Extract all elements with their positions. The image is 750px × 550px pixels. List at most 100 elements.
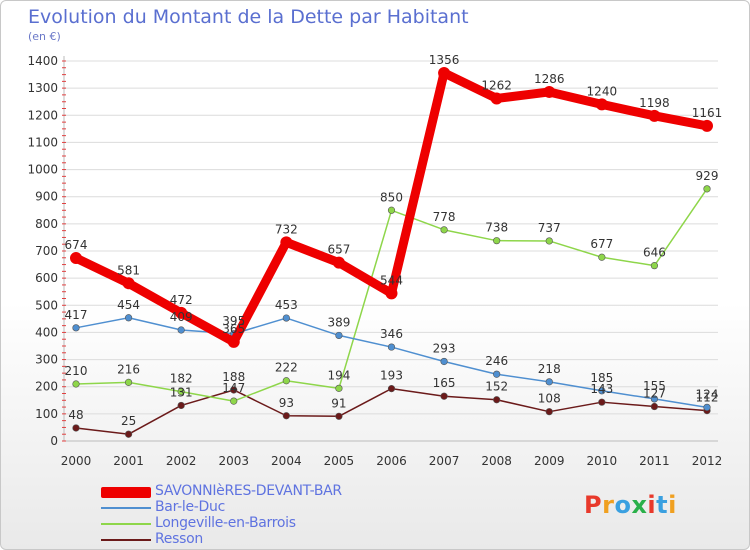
data-label: 732 bbox=[275, 222, 298, 236]
data-label: 193 bbox=[380, 369, 403, 383]
y-tick-label: 0 bbox=[50, 434, 58, 448]
data-label: 1356 bbox=[429, 53, 460, 67]
data-label: 131 bbox=[170, 385, 193, 399]
data-label: 544 bbox=[380, 273, 403, 287]
data-label: 93 bbox=[279, 396, 294, 410]
data-point bbox=[335, 384, 343, 392]
logo-letter: i bbox=[647, 491, 657, 519]
data-point bbox=[648, 109, 661, 122]
data-label: 147 bbox=[222, 381, 245, 395]
data-label: 738 bbox=[485, 221, 508, 235]
y-tick-label: 1000 bbox=[27, 163, 58, 177]
y-tick-label: 200 bbox=[35, 380, 58, 394]
data-point bbox=[177, 388, 185, 396]
y-tick-label: 1300 bbox=[27, 81, 58, 95]
data-point bbox=[387, 343, 396, 351]
data-point bbox=[650, 262, 659, 270]
data-point bbox=[440, 392, 448, 400]
legend-swatch bbox=[101, 487, 151, 498]
legend-label: SAVONNIèRES-DEVANT-BAR bbox=[155, 483, 342, 499]
data-point bbox=[230, 386, 238, 394]
data-label: 1161 bbox=[692, 106, 723, 120]
y-tick-label: 500 bbox=[35, 298, 58, 312]
data-point bbox=[282, 377, 290, 385]
logo-letter: x bbox=[631, 491, 648, 519]
data-label: 1198 bbox=[639, 96, 670, 110]
data-point bbox=[440, 226, 448, 234]
data-point bbox=[440, 357, 448, 366]
data-label: 188 bbox=[222, 370, 245, 384]
data-label: 246 bbox=[485, 354, 508, 368]
legend-swatch bbox=[101, 539, 151, 541]
data-label: 581 bbox=[117, 263, 140, 277]
data-label: 216 bbox=[117, 362, 140, 376]
data-point bbox=[650, 402, 659, 411]
data-point bbox=[545, 408, 553, 416]
data-label: 165 bbox=[433, 376, 456, 390]
x-tick-label: 2006 bbox=[376, 454, 407, 468]
data-point bbox=[282, 314, 290, 322]
data-point bbox=[177, 401, 185, 410]
data-point bbox=[177, 326, 185, 334]
data-point bbox=[493, 396, 501, 404]
data-label: 1262 bbox=[481, 78, 512, 92]
y-tick-label: 1400 bbox=[27, 54, 58, 68]
data-point bbox=[438, 66, 451, 79]
data-point bbox=[124, 378, 133, 386]
data-label: 182 bbox=[170, 372, 193, 386]
chart-unit: (en €) bbox=[28, 30, 61, 43]
data-label: 929 bbox=[696, 169, 719, 183]
data-point bbox=[72, 324, 80, 332]
data-label: 293 bbox=[433, 341, 456, 355]
data-label: 1286 bbox=[534, 72, 565, 86]
data-point bbox=[490, 92, 503, 105]
data-point bbox=[493, 370, 501, 378]
data-point bbox=[122, 277, 135, 290]
y-tick-label: 700 bbox=[35, 244, 58, 258]
data-point bbox=[493, 237, 501, 245]
data-label: 657 bbox=[327, 243, 350, 257]
data-label: 127 bbox=[643, 387, 666, 401]
data-label: 194 bbox=[327, 368, 350, 382]
data-label: 155 bbox=[643, 379, 666, 393]
data-point bbox=[385, 287, 398, 300]
logo-letter: P bbox=[584, 491, 603, 519]
data-point bbox=[230, 397, 238, 405]
y-tick-label: 100 bbox=[35, 407, 58, 421]
data-label: 850 bbox=[380, 190, 403, 204]
legend-label: Resson bbox=[155, 531, 203, 547]
proxiti-logo: Proxiti bbox=[584, 491, 677, 519]
x-tick-label: 2003 bbox=[218, 454, 249, 468]
data-label: 646 bbox=[643, 246, 666, 260]
x-tick-label: 2002 bbox=[166, 454, 197, 468]
x-tick-label: 2009 bbox=[534, 454, 565, 468]
data-label: 108 bbox=[538, 392, 561, 406]
x-tick-label: 2005 bbox=[324, 454, 355, 468]
data-label: 185 bbox=[590, 371, 613, 385]
data-label: 25 bbox=[121, 414, 136, 428]
x-tick-label: 2000 bbox=[61, 454, 92, 468]
legend-swatch bbox=[101, 507, 151, 509]
legend-label: Longeville-en-Barrois bbox=[155, 515, 296, 531]
data-point bbox=[598, 398, 606, 406]
logo-letter: r bbox=[602, 491, 615, 519]
data-label: 454 bbox=[117, 298, 140, 312]
data-point bbox=[595, 98, 608, 111]
data-label: 472 bbox=[170, 293, 193, 307]
data-point bbox=[701, 119, 713, 132]
data-label: 210 bbox=[65, 364, 88, 378]
x-tick-label: 2010 bbox=[587, 454, 618, 468]
data-label: 409 bbox=[170, 310, 193, 324]
data-point bbox=[650, 395, 659, 403]
data-label: 222 bbox=[275, 361, 298, 375]
data-label: 143 bbox=[590, 382, 613, 396]
data-point bbox=[70, 252, 82, 265]
data-label: 778 bbox=[433, 210, 456, 224]
x-tick-label: 2004 bbox=[271, 454, 302, 468]
data-point bbox=[227, 335, 240, 348]
data-label: 1240 bbox=[587, 84, 618, 98]
data-point bbox=[72, 380, 80, 388]
y-tick-label: 900 bbox=[35, 190, 58, 204]
